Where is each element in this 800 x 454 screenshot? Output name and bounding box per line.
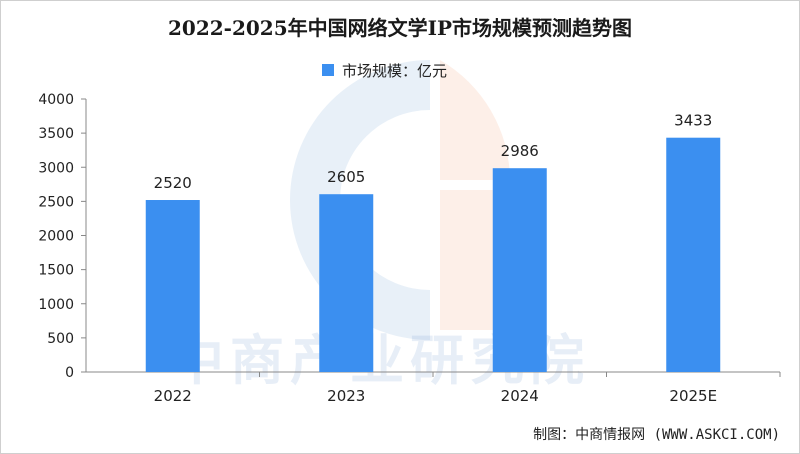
y-tick-label: 2500 [38,194,74,210]
bar [145,200,200,372]
legend: 市场规模：亿元 [322,60,447,80]
legend-label: 市场规模：亿元 [342,61,448,80]
data-label: 2986 [501,142,539,160]
bar [492,168,547,372]
data-label: 2520 [154,174,192,192]
y-tick-label: 3500 [38,126,74,142]
x-tick-label: 2023 [327,387,365,405]
y-tick-label: 4000 [38,92,74,108]
legend-swatch [322,64,334,76]
bar [319,194,374,372]
y-tick-label: 3000 [38,160,74,176]
y-tick-label: 500 [47,331,74,347]
data-label: 3433 [674,112,712,130]
x-tick-label: 2025E [669,387,717,405]
source-footer: 制图：中商情报网 (WWW.ASKCI.COM) [533,427,780,443]
y-tick-label: 2000 [38,229,74,245]
y-tick-label: 1500 [38,263,74,279]
chart-title: 2022-2025年中国网络文学IP市场规模预测趋势图 [167,16,633,40]
bar [666,137,721,372]
y-tick-label: 0 [65,365,74,381]
x-tick-label: 2022 [154,387,192,405]
x-tick-label: 2024 [501,387,539,405]
data-label: 2605 [327,168,365,186]
y-tick-label: 1000 [38,297,74,313]
